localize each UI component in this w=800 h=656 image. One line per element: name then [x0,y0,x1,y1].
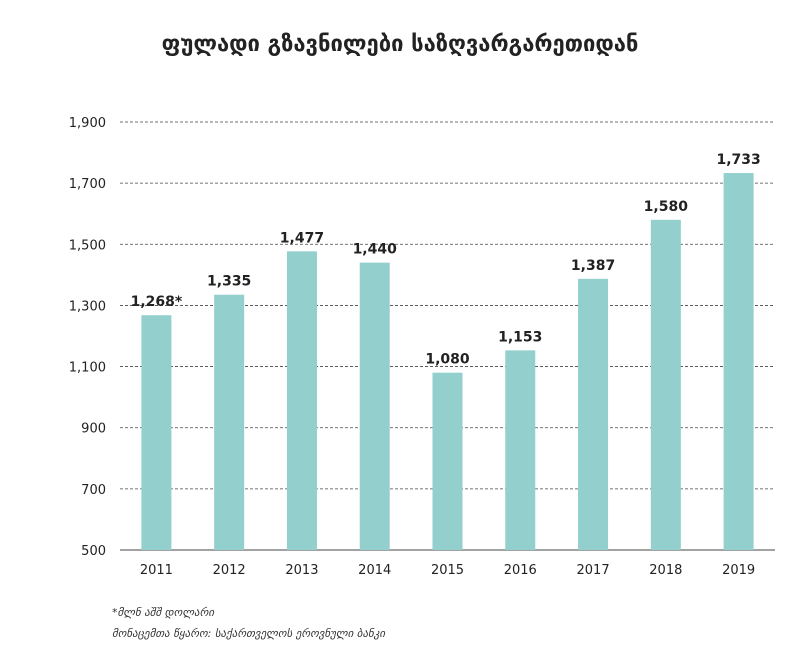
x-tick-label: 2013 [285,563,318,578]
x-axis: 2011 2012 2013 2014 2015 2016 2017 2018 2019 [140,563,755,578]
value-label: 1,440 [353,242,398,258]
y-tick-label: 1,700 [69,177,106,192]
bar-2019 [723,173,754,550]
x-tick-label: 2019 [722,563,755,578]
value-labels: 1,268* 1,335 1,477 1,440 1,080 1,153 1,387 1,58… [131,152,761,368]
x-tick-label: 2016 [504,563,537,578]
bar-2014 [359,262,390,550]
y-tick-label: 1,900 [69,116,106,131]
y-tick-label: 700 [81,483,106,498]
x-tick-label: 2018 [649,563,682,578]
bar-2013 [286,251,317,550]
y-tick-label: 1,300 [69,299,106,314]
bar-2016 [505,350,536,550]
value-label: 1,733 [716,152,760,168]
value-label: 1,153 [498,329,542,345]
y-tick-label: 1,500 [69,238,106,253]
y-tick-label: 500 [81,544,106,559]
x-tick-label: 2011 [140,563,173,578]
bar-2018 [650,219,681,551]
value-label: 1,335 [207,274,251,290]
x-tick-label: 2017 [577,563,610,578]
value-label: 1,477 [280,230,324,246]
source-footnote: მონაცემთა წყარო: საქართველოს ეროვნული ბა… [112,627,386,640]
x-tick-label: 2014 [358,563,391,578]
bar-chart: 1,268* 1,335 1,477 1,440 1,080 1,153 1,387 1,58… [69,116,775,578]
unit-footnote: *მლნ აშშ დოლარი [112,606,215,619]
y-tick-label: 1,100 [69,361,106,376]
value-label: 1,580 [644,199,689,215]
x-tick-label: 2015 [431,563,464,578]
bar-2015 [432,372,463,550]
chart-title: ფულადი გზავნილები საზღვარგარეთიდან [161,32,639,57]
value-label: 1,268* [131,294,183,310]
value-label: 1,080 [425,352,470,368]
bar-2011 [141,315,172,550]
y-axis: 500 700 900 1,100 1,300 1,500 1,700 1,900 [69,116,106,559]
bar-2012 [214,294,245,550]
value-label: 1,387 [571,258,615,274]
bar-2017 [578,278,609,550]
y-tick-label: 900 [81,422,106,437]
bars [141,173,754,551]
x-tick-label: 2012 [213,563,246,578]
